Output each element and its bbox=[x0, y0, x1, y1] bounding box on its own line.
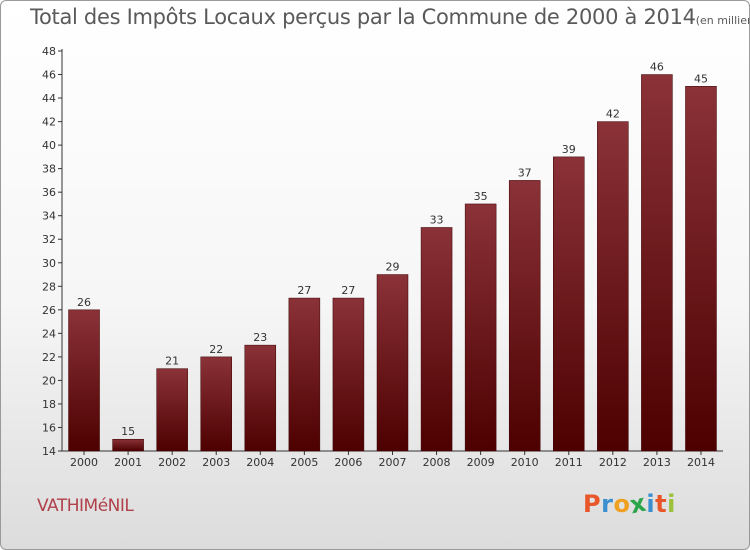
x-tick-label-2002: 2002 bbox=[158, 456, 186, 469]
bar-2014 bbox=[685, 86, 717, 452]
bar-2003 bbox=[200, 356, 232, 452]
x-tick-label-2006: 2006 bbox=[334, 456, 362, 469]
logo-letter: o bbox=[613, 490, 631, 518]
logo-letter: i bbox=[646, 490, 656, 518]
y-tick-label: 42 bbox=[42, 116, 56, 129]
y-tick-label: 44 bbox=[42, 92, 56, 105]
y-tick-label: 38 bbox=[42, 163, 56, 176]
value-label-2004: 23 bbox=[253, 331, 267, 344]
y-tick-label: 14 bbox=[42, 445, 56, 458]
value-label-2012: 42 bbox=[606, 108, 620, 121]
x-tick-label-2010: 2010 bbox=[511, 456, 539, 469]
logo-letter: i bbox=[667, 490, 676, 518]
x-tick-label-2003: 2003 bbox=[202, 456, 230, 469]
y-tick-label: 18 bbox=[42, 398, 56, 411]
bar-2005 bbox=[288, 297, 321, 452]
value-label-2003: 22 bbox=[209, 343, 223, 356]
x-tick-label-2012: 2012 bbox=[599, 456, 627, 469]
y-tick-label: 30 bbox=[42, 257, 56, 270]
bar-2012 bbox=[597, 121, 629, 452]
value-label-2001: 15 bbox=[121, 425, 135, 438]
chart-title: Total des Impôts Locaux perçus par la Co… bbox=[30, 5, 749, 29]
value-label-2008: 33 bbox=[430, 213, 444, 226]
value-label-2007: 29 bbox=[386, 261, 400, 274]
x-tick-label-2013: 2013 bbox=[643, 456, 671, 469]
logo-letter: t bbox=[655, 490, 668, 518]
value-label-2000: 26 bbox=[77, 296, 91, 309]
value-label-2009: 35 bbox=[474, 190, 488, 203]
y-tick-label: 26 bbox=[42, 304, 56, 317]
bar-2000 bbox=[68, 309, 100, 452]
logo-letter: P bbox=[583, 490, 602, 518]
y-tick-label: 22 bbox=[42, 351, 56, 364]
y-tick-label: 16 bbox=[42, 421, 56, 434]
y-tick-label: 36 bbox=[42, 186, 56, 199]
bar-2011 bbox=[553, 156, 585, 452]
y-tick-label: 28 bbox=[42, 280, 56, 293]
x-tick-label-2005: 2005 bbox=[290, 456, 318, 469]
axes: 14 16 18 20 22 24 26 28 30 32 34 36 38 40 42 44 46 48 2000… bbox=[42, 45, 723, 469]
y-tick-label: 20 bbox=[42, 374, 56, 387]
chart-title-unit: (en milliers d'€) bbox=[695, 14, 749, 27]
bar-2004 bbox=[244, 344, 277, 452]
x-tick-label-2007: 2007 bbox=[379, 456, 407, 469]
y-tick-label: 34 bbox=[42, 210, 56, 223]
bar-2007 bbox=[376, 274, 409, 452]
bar-2008 bbox=[420, 227, 453, 452]
value-label-2013: 46 bbox=[650, 61, 664, 74]
bar-2010 bbox=[508, 180, 541, 452]
x-tick-label-2011: 2011 bbox=[555, 456, 583, 469]
x-tick-label-2000: 2000 bbox=[70, 456, 98, 469]
proxiti-logo: Proxiti bbox=[583, 489, 676, 520]
bar-2001 bbox=[112, 438, 144, 452]
x-tick-label-2004: 2004 bbox=[246, 456, 274, 469]
value-label-2006: 27 bbox=[341, 284, 355, 297]
x-tick-label-2001: 2001 bbox=[114, 456, 142, 469]
y-tick-label: 40 bbox=[42, 139, 56, 152]
bar-2013 bbox=[641, 74, 673, 452]
x-tick-label-2008: 2008 bbox=[423, 456, 451, 469]
logo-letter: r bbox=[601, 490, 614, 518]
value-label-2014: 45 bbox=[694, 72, 708, 85]
value-label-2011: 39 bbox=[562, 143, 576, 156]
y-tick-label: 46 bbox=[42, 69, 56, 82]
y-tick-label: 32 bbox=[42, 233, 56, 246]
y-tick-label: 48 bbox=[42, 45, 56, 58]
x-tick-label-2014: 2014 bbox=[687, 456, 715, 469]
x-tick-label-2009: 2009 bbox=[467, 456, 495, 469]
bar-2009 bbox=[464, 203, 497, 452]
commune-name: VATHIMéNIL bbox=[37, 496, 134, 516]
value-label-2002: 21 bbox=[165, 355, 179, 368]
value-label-2010: 37 bbox=[518, 166, 532, 179]
bars: 26 15 21 22 23 27 27 29 33 35 37 39 42 46 45 bbox=[68, 61, 717, 452]
y-tick-label: 24 bbox=[42, 327, 56, 340]
bar-2006 bbox=[332, 297, 365, 452]
value-label-2005: 27 bbox=[297, 284, 311, 297]
bar-2002 bbox=[156, 368, 188, 452]
